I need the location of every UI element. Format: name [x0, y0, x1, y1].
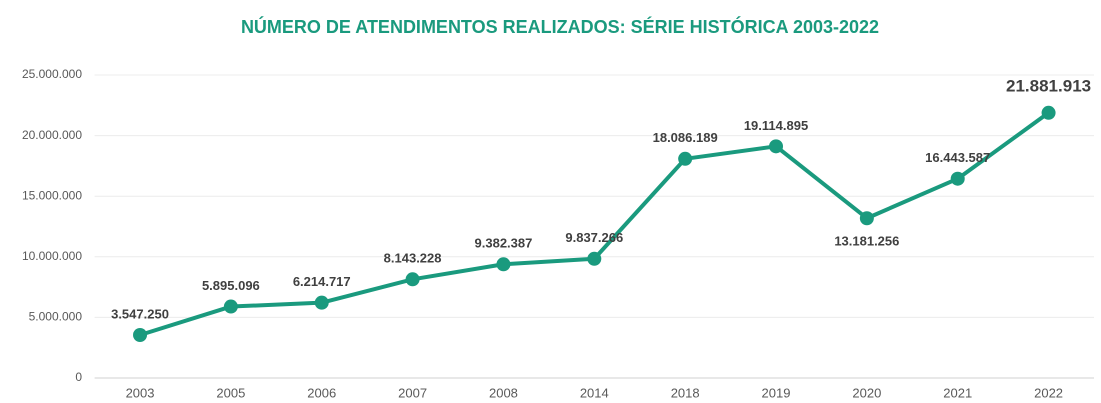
y-tick-label: 10.000.000 — [22, 249, 82, 263]
data-label: 19.114.895 — [744, 118, 808, 133]
data-point — [133, 328, 148, 343]
x-tick-label: 2006 — [307, 385, 336, 400]
x-tick-label: 2021 — [943, 385, 972, 400]
y-tick-label: 20.000.000 — [22, 128, 82, 142]
y-tick-label: 0 — [75, 370, 82, 384]
data-label: 6.214.717 — [293, 274, 351, 289]
data-point — [314, 295, 329, 310]
x-tick-label: 2018 — [671, 385, 700, 400]
data-line — [139, 111, 1050, 337]
data-point — [859, 211, 874, 226]
data-point — [1041, 105, 1056, 120]
x-tick-label: 2022 — [1034, 385, 1063, 400]
data-label: 21.881.913 — [1006, 76, 1091, 95]
x-tick-label: 2020 — [852, 385, 881, 400]
data-point — [769, 139, 784, 154]
data-label: 5.895.096 — [202, 278, 260, 293]
x-tick-label: 2014 — [580, 385, 609, 400]
x-tick-label: 2005 — [216, 385, 245, 400]
data-point — [223, 299, 238, 314]
chart-title: NÚMERO DE ATENDIMENTOS REALIZADOS: SÉRIE… — [241, 16, 879, 37]
data-point — [587, 251, 602, 266]
data-label: 9.837.266 — [565, 230, 623, 245]
data-label: 3.547.250 — [111, 306, 169, 321]
data-point — [950, 171, 965, 186]
data-point — [405, 272, 420, 287]
y-tick-label: 25.000.000 — [22, 67, 82, 81]
data-label: 8.143.228 — [384, 251, 442, 266]
data-label: 9.382.387 — [475, 236, 533, 251]
data-label: 13.181.256 — [834, 234, 899, 249]
x-tick-label: 2019 — [762, 385, 791, 400]
x-tick-label: 2007 — [398, 385, 427, 400]
data-point — [496, 257, 511, 272]
x-tick-label: 2008 — [489, 385, 518, 400]
y-tick-label: 5.000.000 — [29, 310, 83, 324]
y-tick-label: 15.000.000 — [22, 188, 82, 202]
data-label: 18.086.189 — [653, 130, 718, 145]
data-label: 16.443.587 — [925, 150, 990, 165]
data-point — [678, 151, 693, 166]
x-tick-label: 2003 — [126, 385, 155, 400]
